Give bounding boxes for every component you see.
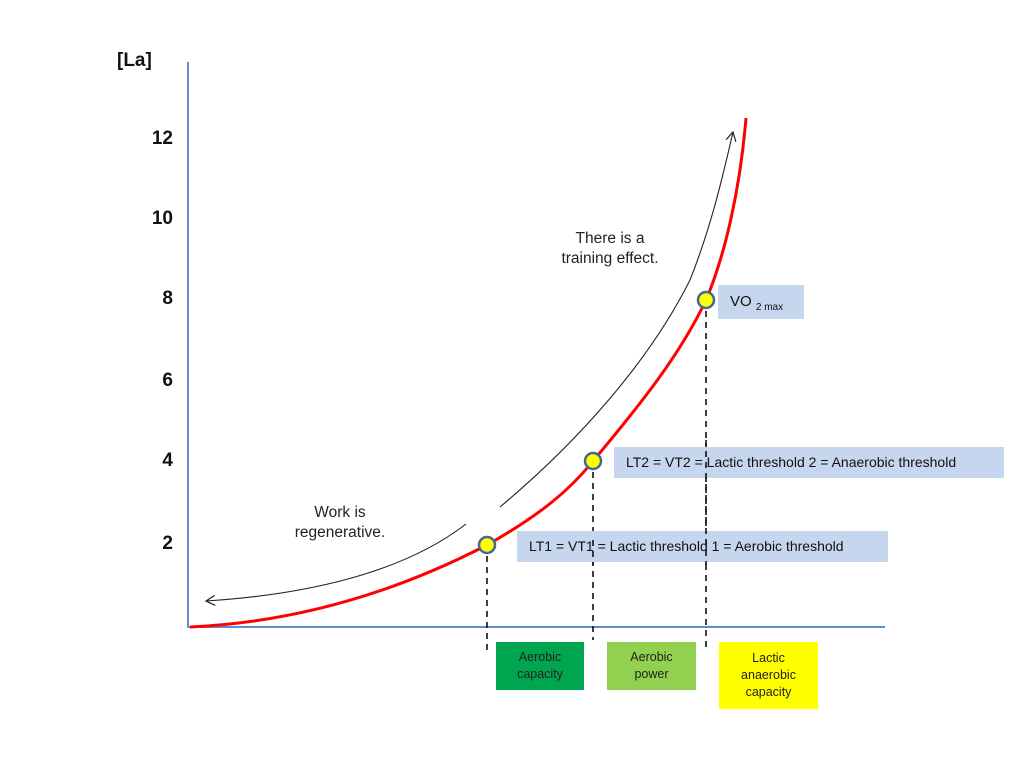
- y-tick-2: 2: [162, 533, 173, 554]
- regenerative-arrow: [204, 523, 467, 606]
- zone-lactic-line-3: capacity: [745, 685, 792, 699]
- zone-lactic-anaerobic-capacity: Lactic anaerobic capacity: [719, 642, 818, 709]
- zone-aerobic-power: Aerobic power: [607, 642, 696, 690]
- zone-lactic-line-2: anaerobic: [741, 668, 796, 682]
- zone-lactic-line-1: Lactic: [752, 651, 785, 665]
- lt1-callout: LT1 = VT1 = Lactic threshold 1 = Aerobic…: [517, 531, 888, 562]
- y-tick-10: 10: [151, 208, 173, 229]
- training-effect-arrow: [499, 130, 737, 508]
- vo2max-callout: VO 2 max: [718, 285, 804, 319]
- y-tick-12: 12: [151, 128, 173, 149]
- training-effect-annotation: There is a training effect.: [530, 229, 690, 269]
- y-tick-6: 6: [162, 370, 173, 391]
- y-axis-unit: [La]: [117, 50, 152, 71]
- regenerative-annotation: Work is regenerative.: [265, 503, 415, 543]
- zone-aerobic-power-line-2: power: [634, 667, 669, 681]
- regenerative-line-1: Work is: [314, 504, 366, 521]
- zone-aerobic-capacity-line-2: capacity: [517, 667, 563, 681]
- lt2-callout: LT2 = VT2 = Lactic threshold 2 = Anaerob…: [614, 447, 1004, 478]
- regenerative-line-2: regenerative.: [294, 524, 386, 541]
- zone-aerobic-capacity: Aerobic capacity: [496, 642, 584, 690]
- training-line-1: There is a: [575, 230, 645, 247]
- training-line-2: training effect.: [561, 250, 659, 267]
- vo2max-label: VO: [730, 293, 752, 310]
- vo2max-subscript: 2 max: [755, 302, 784, 313]
- y-tick-8: 8: [162, 288, 173, 309]
- zone-aerobic-power-line-1: Aerobic: [630, 650, 673, 664]
- y-tick-4: 4: [162, 450, 173, 471]
- zone-aerobic-capacity-line-1: Aerobic: [518, 650, 562, 664]
